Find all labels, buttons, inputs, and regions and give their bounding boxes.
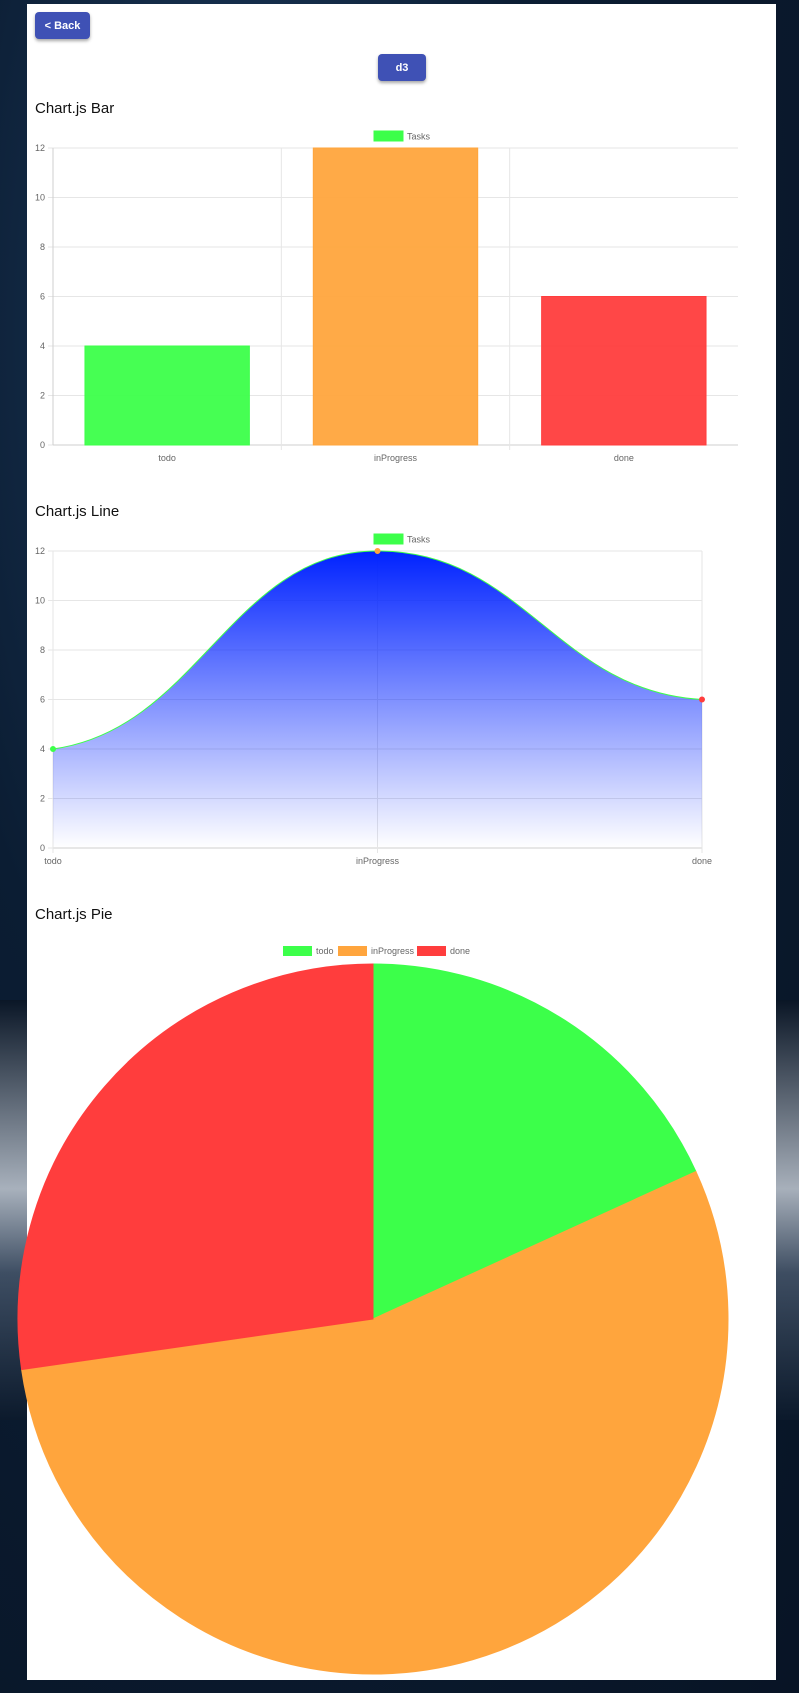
bar-done bbox=[541, 296, 707, 446]
y-tick-label: 4 bbox=[40, 744, 45, 754]
content-panel: < Back d3 Chart.js Bar Tasks 0 2 4 6 8 10 12 tod… bbox=[17, 4, 776, 1680]
x-tick-label: todo bbox=[44, 856, 62, 866]
legend-swatch-tasks bbox=[373, 533, 404, 545]
legend-label-inprogress: inProgress bbox=[371, 946, 415, 956]
y-tick-label: 8 bbox=[40, 645, 45, 655]
x-tick-label: todo bbox=[158, 453, 176, 463]
x-tick-label: inProgress bbox=[374, 453, 418, 463]
x-tick-label: done bbox=[692, 856, 712, 866]
y-tick-label: 0 bbox=[40, 440, 45, 450]
legend-label-tasks: Tasks bbox=[407, 535, 431, 545]
legend-swatch-tasks bbox=[373, 130, 404, 142]
slice-todo bbox=[372, 963, 697, 1320]
y-tick-label: 12 bbox=[35, 546, 45, 556]
point-inprogress bbox=[374, 548, 381, 554]
bar-inprogress bbox=[312, 147, 479, 446]
bar-todo bbox=[84, 345, 250, 446]
slice-done bbox=[17, 963, 374, 1371]
y-tick-label: 12 bbox=[35, 143, 45, 153]
line-chart: Tasks 0 2 4 6 8 10 12 todo inProgress done bbox=[35, 533, 712, 866]
legend-label-todo: todo bbox=[316, 946, 334, 956]
y-tick-label: 0 bbox=[40, 843, 45, 853]
d3-button[interactable]: d3 bbox=[378, 54, 426, 81]
slice-inprogress bbox=[21, 1170, 729, 1675]
y-tick-label: 2 bbox=[40, 391, 45, 401]
legend-label-tasks: Tasks bbox=[407, 132, 431, 142]
y-tick-label: 6 bbox=[40, 292, 45, 302]
legend-swatch-inprogress bbox=[338, 946, 367, 956]
line-chart-title: Chart.js Line bbox=[35, 503, 120, 520]
y-tick-label: 8 bbox=[40, 242, 45, 252]
point-todo bbox=[50, 746, 56, 752]
legend-swatch-todo bbox=[283, 946, 312, 956]
y-tick-label: 6 bbox=[40, 695, 45, 705]
bar-chart-title: Chart.js Bar bbox=[35, 100, 115, 117]
y-tick-label: 10 bbox=[35, 193, 45, 203]
y-tick-label: 2 bbox=[40, 794, 45, 804]
legend-label-done: done bbox=[450, 946, 470, 956]
pie-chart: todo inProgress done bbox=[17, 946, 729, 1675]
y-tick-label: 4 bbox=[40, 341, 45, 351]
x-tick-label: done bbox=[614, 453, 634, 463]
line-area-fill bbox=[53, 551, 702, 848]
pie-chart-title: Chart.js Pie bbox=[35, 906, 113, 923]
back-button[interactable]: < Back bbox=[35, 12, 90, 39]
x-tick-label: inProgress bbox=[356, 856, 400, 866]
bar-chart: Tasks 0 2 4 6 8 10 12 todo inProgress done bbox=[35, 130, 738, 463]
legend-swatch-done bbox=[417, 946, 446, 956]
y-tick-label: 10 bbox=[35, 596, 45, 606]
point-done bbox=[699, 696, 705, 703]
